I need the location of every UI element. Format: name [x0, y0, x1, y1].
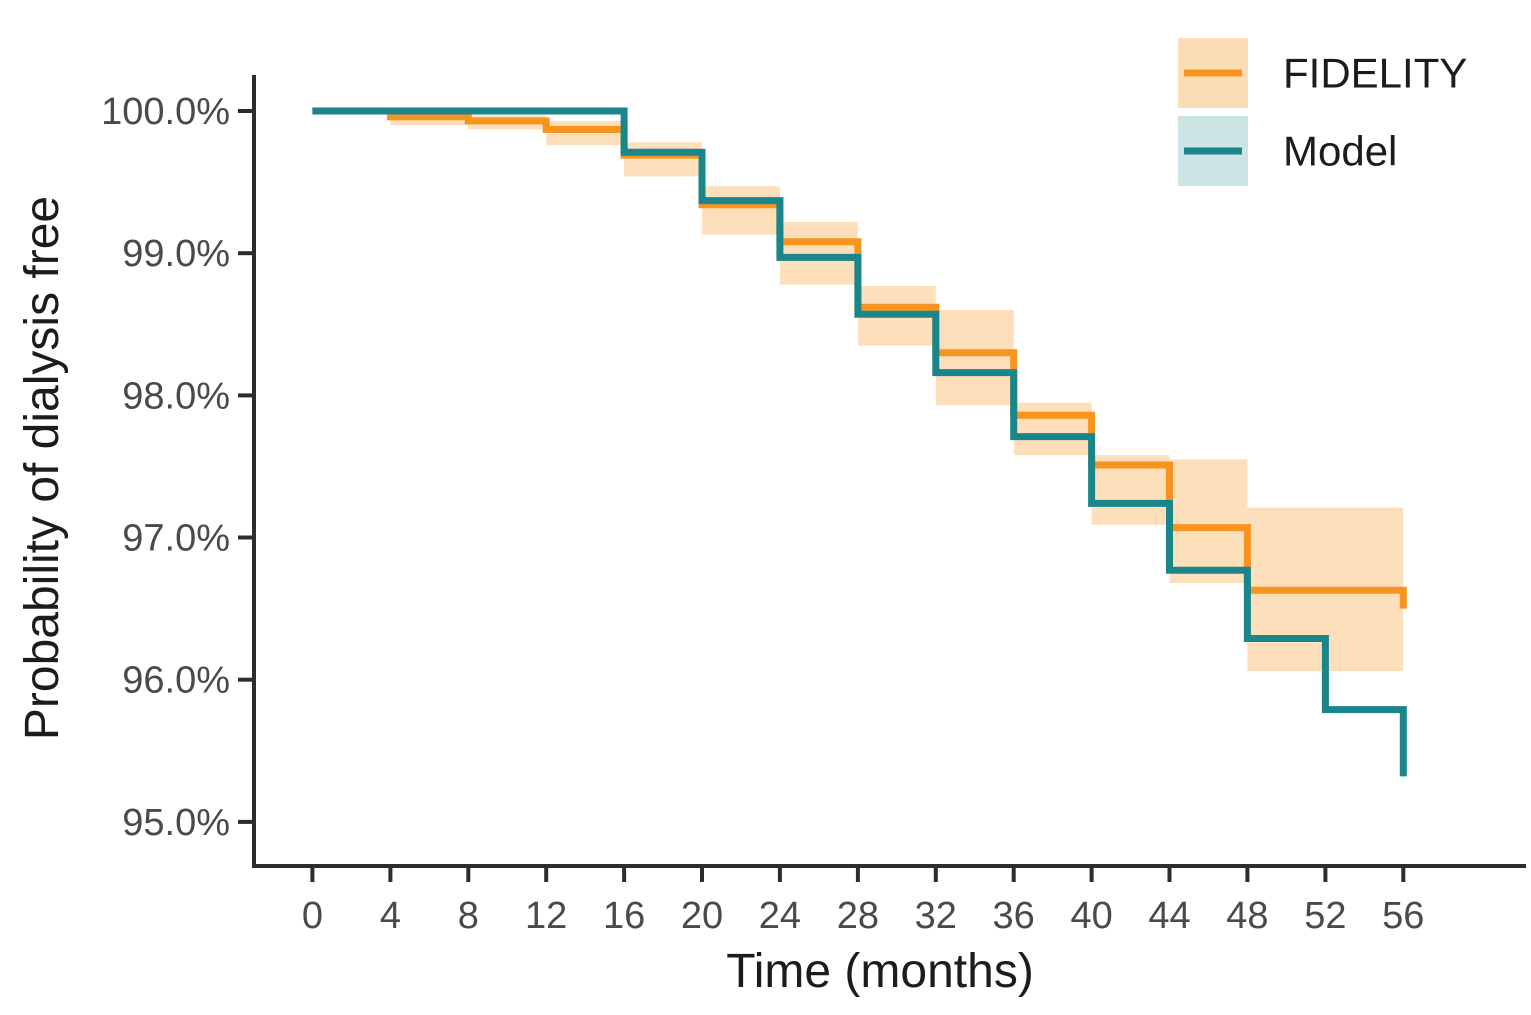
x-axis-title: Time (months) — [726, 945, 1034, 998]
x-tick-label: 24 — [759, 895, 801, 937]
y-tick-label: 98.0% — [122, 375, 230, 417]
x-tick-label: 8 — [458, 895, 479, 937]
x-tick-label: 16 — [603, 895, 645, 937]
legend: FIDELITY Model — [1178, 38, 1467, 186]
x-tick-label: 36 — [993, 895, 1035, 937]
x-tick-label: 0 — [302, 895, 323, 937]
x-tick-label: 52 — [1304, 895, 1346, 937]
fidelity-ci-band-segment — [935, 310, 1014, 406]
axes-layer: 100.0%99.0%98.0%97.0%96.0%95.0%0 4 8 12 16 20… — [101, 75, 1526, 937]
x-tick-label: 44 — [1148, 895, 1190, 937]
fidelity-ci-band-segment — [1013, 402, 1092, 456]
y-tick-label: 96.0% — [122, 660, 230, 702]
fidelity-ci-band-segment — [624, 142, 702, 177]
fidelity-ci-band-segment — [702, 186, 780, 235]
series-layer — [312, 107, 1407, 777]
x-tick-label: 28 — [837, 895, 879, 937]
x-tick-label: 32 — [915, 895, 957, 937]
legend-label-model: Model — [1283, 128, 1397, 175]
x-tick-label: 56 — [1382, 895, 1424, 937]
legend-label-fidelity: FIDELITY — [1283, 50, 1467, 97]
x-tick-label: 20 — [681, 895, 723, 937]
y-tick-label: 95.0% — [122, 802, 230, 844]
y-tick-label: 100.0% — [101, 91, 230, 133]
y-tick-label: 97.0% — [122, 518, 230, 560]
x-tick-label: 48 — [1226, 895, 1268, 937]
fidelity-ci-band-segment — [779, 221, 858, 285]
x-tick-label: 12 — [525, 895, 567, 937]
x-tick-label: 40 — [1070, 895, 1112, 937]
y-tick-label: 99.0% — [122, 233, 230, 275]
fidelity-ci-band-segment — [1169, 459, 1248, 583]
x-tick-label: 4 — [380, 895, 401, 937]
y-axis-title: Probability of dialysis free — [16, 196, 69, 740]
model-step-line — [312, 107, 1407, 777]
